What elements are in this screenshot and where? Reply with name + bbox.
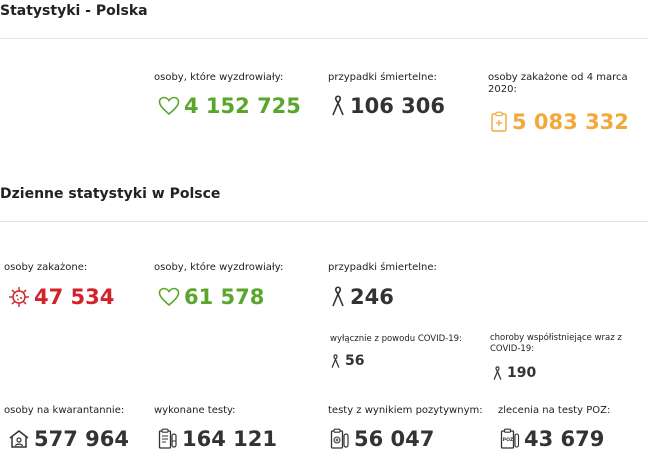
deaths-covid-only-label: wyłącznie z powodu COVID-19: (330, 334, 462, 344)
positive-tests-number: 56 047 (354, 427, 435, 451)
poz-icon-text: POZ (502, 438, 514, 443)
summary-recovered-value: 4 152 725 (158, 94, 301, 118)
daily-deaths-label: przypadki śmiertelne: (328, 262, 437, 273)
daily-deaths-value: 246 (330, 285, 394, 309)
summary-recovered-number: 4 152 725 (184, 94, 301, 118)
test-tube-icon (158, 428, 178, 450)
poz-orders-number: 43 679 (524, 427, 605, 451)
heart-icon (158, 287, 180, 307)
daily-recovered-label: osoby, które wyzdrowiały: (154, 262, 284, 273)
poz-icon: POZ (500, 428, 520, 450)
summary-infected-value: 5 083 332 (490, 110, 629, 134)
deaths-comorbid-number: 190 (507, 365, 537, 381)
summary-deaths-label: przypadki śmiertelne: (328, 72, 437, 83)
deaths-covid-only-number: 56 (345, 353, 365, 369)
daily-recovered-number: 61 578 (184, 285, 265, 309)
poz-orders-label: zlecenia na testy POZ: (498, 405, 611, 416)
daily-infected-label: osoby zakażone: (4, 262, 88, 273)
ribbon-icon (492, 365, 503, 381)
poz-orders-value: POZ 43 679 (500, 427, 604, 451)
summary-recovered-label: osoby, które wyzdrowiały: (154, 72, 284, 83)
deaths-comorbid-value: 190 (492, 365, 536, 381)
daily-deaths-number: 246 (350, 285, 394, 309)
ribbon-icon (330, 353, 341, 369)
summary-deaths-value: 106 306 (330, 94, 445, 118)
summary-infected-number: 5 083 332 (512, 110, 629, 134)
clipboard-icon (490, 111, 508, 133)
ribbon-icon (330, 95, 346, 117)
heart-icon (158, 96, 180, 116)
positive-tests-value: 56 047 (330, 427, 434, 451)
section-title-poland: Statystyki - Polska (0, 3, 148, 19)
daily-infected-number: 47 534 (34, 285, 115, 309)
daily-recovered-value: 61 578 (158, 285, 264, 309)
summary-deaths-number: 106 306 (350, 94, 445, 118)
tests-label: wykonane testy: (154, 405, 236, 416)
quarantine-label: osoby na kwarantannie: (4, 405, 125, 416)
quarantine-number: 577 964 (34, 427, 129, 451)
positive-tests-label: testy z wynikiem pozytywnym: (328, 405, 483, 416)
quarantine-value: 577 964 (8, 427, 129, 451)
summary-infected-label: osoby zakażone od 4 marca 2020: (488, 72, 628, 95)
positive-test-icon (330, 428, 350, 450)
divider (0, 221, 648, 222)
section-title-daily: Dzienne statystyki w Polsce (0, 186, 221, 202)
daily-infected-value: 47 534 (8, 285, 114, 309)
ribbon-icon (330, 286, 346, 308)
deaths-comorbid-label: choroby współistniejące wraz z COVID-19: (490, 333, 622, 354)
house-icon (8, 429, 30, 449)
tests-number: 164 121 (182, 427, 277, 451)
virus-icon (8, 286, 30, 308)
deaths-covid-only-value: 56 (330, 353, 364, 369)
divider (0, 38, 648, 39)
tests-value: 164 121 (158, 427, 277, 451)
